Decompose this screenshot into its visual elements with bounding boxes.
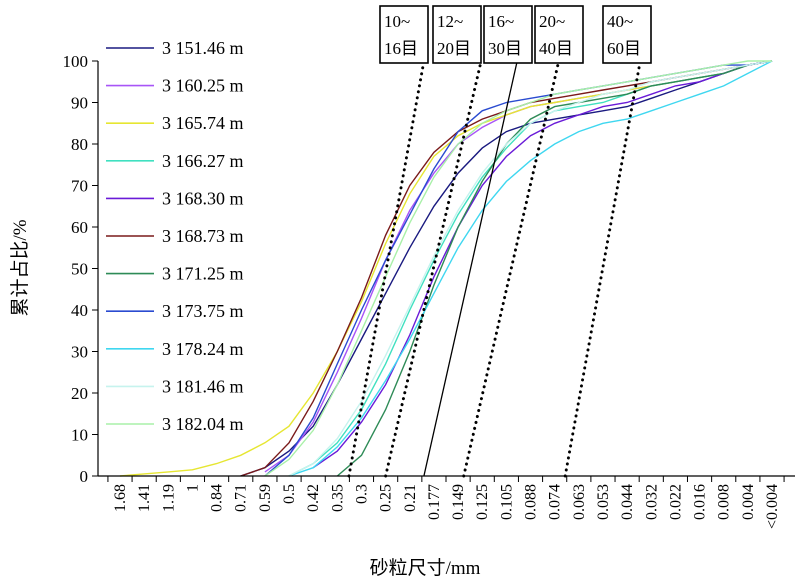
- series-line: [264, 60, 773, 473]
- x-tick-label: 0.105: [498, 484, 515, 520]
- legend-label: 3 173.75 m: [162, 301, 244, 321]
- x-tick-label: 0.149: [450, 484, 467, 520]
- x-tick-label: 0.088: [523, 484, 540, 520]
- y-tick-label: 20: [71, 384, 88, 403]
- series-line: [288, 60, 773, 477]
- mesh-line: [384, 59, 483, 478]
- mesh-label-box: [432, 5, 482, 64]
- x-tick-label: 0.044: [619, 484, 636, 520]
- mesh-label-line2: 30目: [488, 39, 522, 58]
- mesh-label-box: [534, 5, 584, 64]
- series-line: [288, 60, 773, 477]
- series-line: [240, 60, 773, 477]
- x-tick-label: 0.004: [740, 484, 757, 520]
- series-line: [312, 60, 773, 469]
- x-tick-label: 0.074: [547, 484, 564, 520]
- mesh-label-line1: 20~: [539, 12, 565, 31]
- y-tick-label: 60: [71, 218, 88, 237]
- y-tick-label: 100: [63, 52, 89, 71]
- x-tick-label: 1.19: [160, 484, 177, 512]
- mesh-line: [347, 59, 426, 478]
- legend-label: 3 181.46 m: [162, 376, 244, 396]
- legend-label: 3 182.04 m: [162, 414, 244, 434]
- mesh-lines: 10~ 16目 12~ 20目 16~ 30目 20~ 40目 40~ 60目: [347, 5, 652, 478]
- mesh-label-line2: 16目: [384, 39, 418, 58]
- y-tick-label: 30: [71, 343, 88, 362]
- x-tick-label: 0.022: [667, 484, 684, 520]
- legend-label: 3 151.46 m: [162, 38, 244, 58]
- x-tick-label: 0.21: [402, 484, 419, 512]
- mesh-label-line1: 10~: [384, 12, 410, 31]
- x-tick-label: 0.59: [257, 484, 274, 512]
- y-tick-label: 0: [80, 467, 89, 486]
- mesh-line: [462, 59, 561, 478]
- x-tick-label: 0.25: [378, 484, 395, 512]
- x-tick-label: 0.42: [305, 484, 322, 512]
- legend-label: 3 160.25 m: [162, 76, 244, 96]
- legend-label: 3 166.27 m: [162, 151, 244, 171]
- mesh-label-line1: 40~: [607, 12, 633, 31]
- x-tick-label: 0.5: [281, 484, 298, 504]
- x-tick-label: <0.004: [764, 484, 781, 529]
- legend: 3 151.46 m 3 160.25 m 3 165.74 m 3 166.27 m…: [106, 38, 244, 434]
- y-tick-label: 90: [71, 94, 88, 113]
- x-tick-label: 0.125: [474, 484, 491, 520]
- x-tick-label: 0.063: [571, 484, 588, 520]
- x-tick-label: 0.008: [716, 484, 733, 520]
- x-tick-label: 0.177: [426, 484, 443, 520]
- series-line: [264, 60, 772, 477]
- y-tick-label: 70: [71, 177, 88, 196]
- mesh-label-box: [483, 5, 533, 64]
- mesh-label-line1: 12~: [437, 12, 463, 31]
- x-tick-label: 0.71: [233, 484, 250, 512]
- mesh-label-line2: 60目: [607, 39, 641, 58]
- x-tick-label: 1.41: [136, 484, 153, 512]
- x-tick-label: 0.016: [692, 484, 709, 520]
- mesh-label-box: [602, 5, 652, 64]
- y-tick-label: 40: [71, 301, 88, 320]
- y-axis-title: 累计占比/%: [9, 219, 31, 316]
- mesh-label-line2: 40目: [539, 39, 573, 58]
- mesh-line: [423, 60, 518, 477]
- mesh-label-box: [379, 5, 429, 64]
- x-tick-label: 0.35: [329, 484, 346, 512]
- axes: 0 10 20 30 40 50 60 70 80 90 100 1.68 1.41 1.19 1 0.84 0…: [63, 52, 795, 529]
- legend-label: 3 178.24 m: [162, 339, 244, 359]
- legend-label: 3 171.25 m: [162, 264, 244, 284]
- mesh-label-line1: 16~: [488, 12, 514, 31]
- y-tick-label: 80: [71, 135, 88, 154]
- y-tick-label: 50: [71, 260, 88, 279]
- legend-label: 3 168.30 m: [162, 188, 244, 208]
- y-tick-label: 10: [71, 426, 88, 445]
- x-tick-label: 0.032: [643, 484, 660, 520]
- x-tick-label: 0.053: [595, 484, 612, 520]
- x-tick-label: 1.68: [112, 484, 129, 512]
- x-tick-label: 0.3: [353, 484, 370, 504]
- x-tick-label: 0.84: [209, 484, 226, 512]
- x-tick-label: 1: [184, 484, 201, 492]
- series-line: [264, 60, 773, 477]
- mesh-label-line2: 20目: [437, 39, 471, 58]
- x-axis-title: 砂粒尺寸/mm: [370, 557, 481, 579]
- series-line: [336, 60, 773, 477]
- legend-label: 3 165.74 m: [162, 113, 244, 133]
- legend-label: 3 168.73 m: [162, 226, 244, 246]
